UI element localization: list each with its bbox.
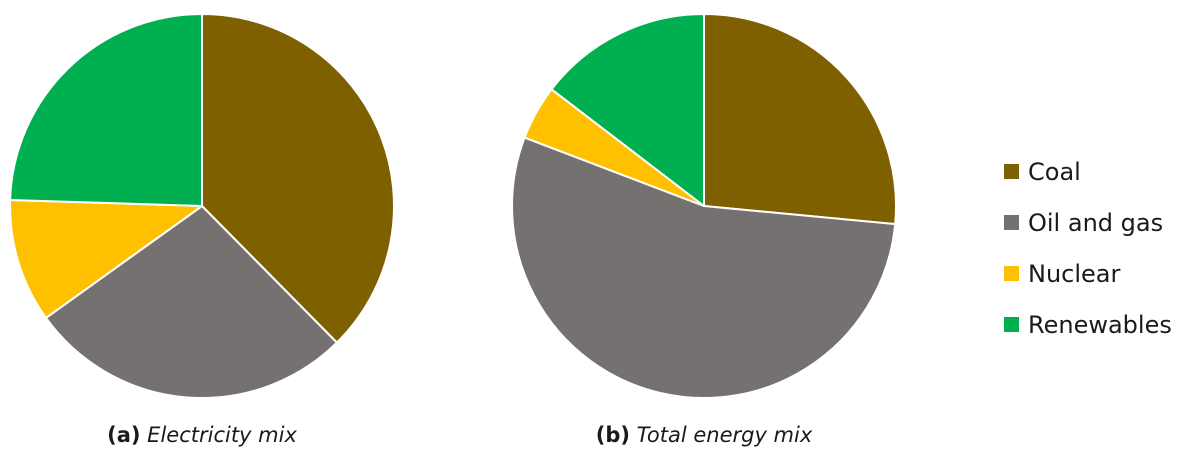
pie-slice-nuclear: [9, 198, 203, 319]
caption-electricity-mix: (a) Electricity mix: [107, 425, 297, 446]
legend-label-coal: Coal: [1028, 157, 1081, 186]
legend-swatch-nuclear: [1004, 266, 1019, 281]
caption-tag-b: (b): [595, 423, 630, 447]
legend-item-renewables: Renewables: [1004, 299, 1172, 350]
caption-text-a: Electricity mix: [147, 423, 297, 447]
caption-tag-a: (a): [107, 423, 141, 447]
caption-text-b: Total energy mix: [636, 423, 813, 447]
legend-item-coal: Coal: [1004, 146, 1172, 197]
pie-slice-coal: [201, 13, 395, 344]
legend-swatch-oil-and-gas: [1004, 215, 1019, 230]
pie-electricity-mix: [9, 13, 395, 399]
pie-slice-renewables: [550, 13, 705, 207]
legend-item-nuclear: Nuclear: [1004, 248, 1172, 299]
pie-slice-oil-and-gas: [44, 205, 338, 399]
caption-total-energy-mix: (b) Total energy mix: [596, 425, 813, 446]
pie-slice-renewables: [9, 13, 203, 207]
legend-label-nuclear: Nuclear: [1028, 259, 1121, 288]
legend-item-oil-and-gas: Oil and gas: [1004, 197, 1172, 248]
pie-slice-coal: [703, 13, 897, 226]
legend-label-renewables: Renewables: [1028, 310, 1172, 339]
legend-swatch-coal: [1004, 164, 1019, 179]
pie-total-energy-mix: [511, 13, 897, 399]
legend-swatch-renewables: [1004, 317, 1019, 332]
pie-slice-oil-and-gas: [511, 136, 897, 399]
legend-label-oil-and-gas: Oil and gas: [1028, 208, 1164, 237]
legend: Coal Oil and gas Nuclear Renewables: [1004, 146, 1172, 350]
